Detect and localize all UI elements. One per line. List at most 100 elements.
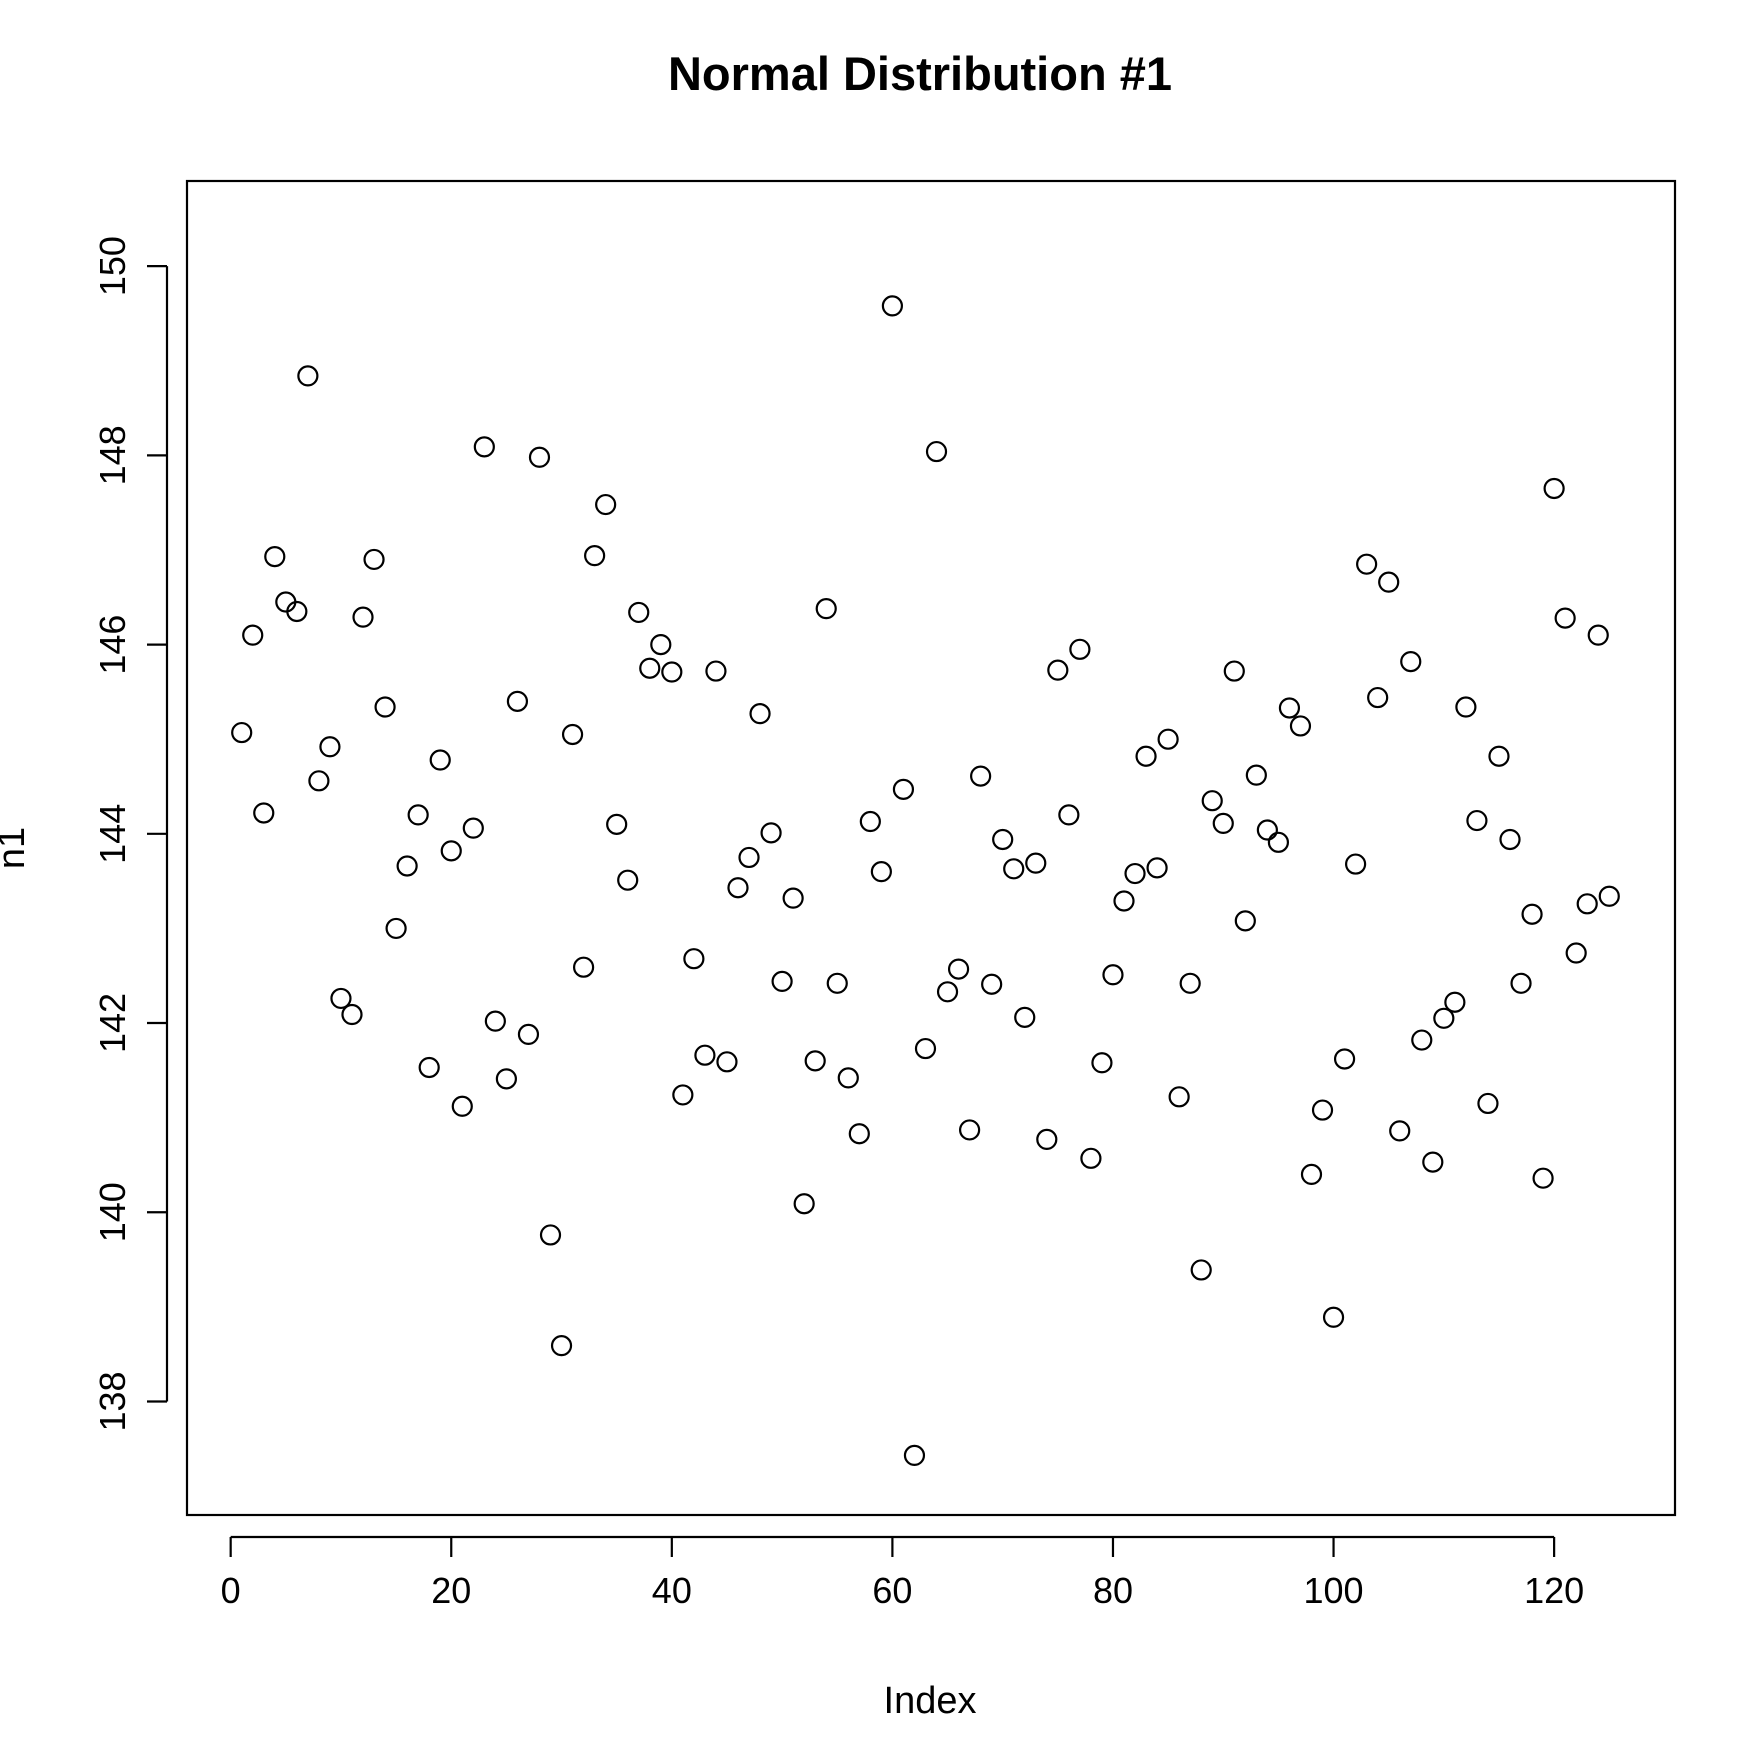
x-tick-label: 40	[652, 1570, 692, 1611]
data-point	[1565, 942, 1587, 964]
y-tick-label: 146	[92, 615, 133, 675]
data-point	[1587, 624, 1609, 646]
data-point	[727, 877, 749, 899]
data-point	[1378, 571, 1400, 593]
x-tick-label: 120	[1524, 1570, 1584, 1611]
data-point	[462, 817, 484, 839]
data-point	[793, 1193, 815, 1215]
data-point	[1411, 1029, 1433, 1051]
data-point	[1047, 659, 1069, 681]
x-tick-label: 0	[221, 1570, 241, 1611]
data-point	[1576, 893, 1598, 915]
y-tick-label: 150	[92, 236, 133, 296]
data-point	[716, 1051, 738, 1073]
data-point	[992, 828, 1014, 851]
data-point	[881, 295, 903, 317]
chart-title: Normal Distribution #1	[668, 47, 1172, 100]
plot-frame	[185, 179, 1677, 1517]
data-point	[892, 778, 915, 800]
data-point	[584, 545, 606, 567]
data-point	[936, 981, 959, 1003]
data-point	[1521, 903, 1543, 925]
data-point	[683, 948, 705, 970]
data-point	[1201, 790, 1223, 812]
data-point	[418, 1056, 440, 1079]
data-point	[1444, 991, 1466, 1013]
data-point	[1036, 1128, 1058, 1150]
data-point	[1124, 862, 1146, 885]
y-tick-label: 144	[92, 804, 133, 864]
data-point	[396, 855, 418, 877]
data-point	[1300, 1163, 1323, 1186]
data-point	[848, 1123, 870, 1145]
x-tick-label: 20	[431, 1570, 471, 1611]
data-point	[771, 970, 793, 993]
data-point	[561, 723, 584, 746]
data-point	[1422, 1151, 1444, 1173]
data-point	[1433, 1007, 1455, 1029]
data-point	[981, 973, 1003, 995]
data-point	[1400, 651, 1422, 673]
data-point	[1345, 853, 1367, 875]
data-point	[1091, 1052, 1113, 1074]
x-tick-label: 60	[872, 1570, 912, 1611]
data-point	[815, 598, 837, 620]
data-point	[352, 606, 374, 628]
data-point	[550, 1335, 573, 1357]
data-point	[1598, 885, 1620, 907]
data-point	[495, 1068, 517, 1090]
data-point	[1455, 696, 1477, 718]
data-point	[1289, 715, 1312, 737]
data-point	[826, 972, 848, 994]
data-point	[1543, 477, 1565, 500]
data-point	[1212, 812, 1234, 835]
data-point	[1223, 660, 1245, 682]
x-axis-label: Index	[884, 1680, 977, 1722]
data-point	[970, 765, 992, 787]
data-point	[506, 690, 529, 712]
data-point	[1179, 972, 1201, 994]
data-point	[672, 1084, 694, 1106]
data-point	[1234, 910, 1256, 932]
data-point	[1245, 764, 1267, 786]
data-point	[1256, 819, 1278, 841]
x-axis: 0 20 40 60 80 100 120	[221, 1535, 1584, 1611]
data-point	[1532, 1167, 1554, 1189]
data-point	[1003, 858, 1025, 880]
data-point	[606, 813, 628, 835]
y-axis: 138 140 142 144 146 148 150	[92, 236, 169, 1432]
data-point	[1278, 697, 1301, 719]
data-point	[639, 657, 661, 679]
data-point	[1322, 1306, 1345, 1328]
data-point	[572, 956, 595, 978]
data-point	[451, 1095, 473, 1117]
data-point	[925, 440, 948, 463]
data-point	[1014, 1006, 1036, 1028]
data-point	[484, 1010, 506, 1032]
data-point	[308, 770, 330, 792]
data-point	[1080, 1147, 1102, 1169]
data-point	[1311, 1099, 1334, 1121]
y-tick-label: 148	[92, 425, 133, 485]
data-point	[947, 958, 970, 980]
data-point	[517, 1023, 540, 1045]
data-point	[804, 1050, 826, 1072]
data-point	[1389, 1120, 1411, 1142]
x-tick-label: 100	[1304, 1570, 1364, 1611]
data-point	[837, 1067, 859, 1089]
data-point	[1190, 1259, 1212, 1281]
data-point	[694, 1044, 716, 1066]
data-point	[1069, 638, 1091, 660]
data-point	[1356, 553, 1378, 575]
data-point	[1135, 745, 1157, 767]
data-point	[738, 846, 760, 869]
data-point	[903, 1444, 926, 1466]
data-point	[1102, 964, 1124, 986]
data-point	[473, 436, 495, 458]
data-point	[1477, 1092, 1499, 1115]
data-point	[286, 600, 308, 623]
data-point	[1168, 1086, 1190, 1108]
data-point	[528, 446, 551, 468]
data-point	[363, 548, 385, 571]
